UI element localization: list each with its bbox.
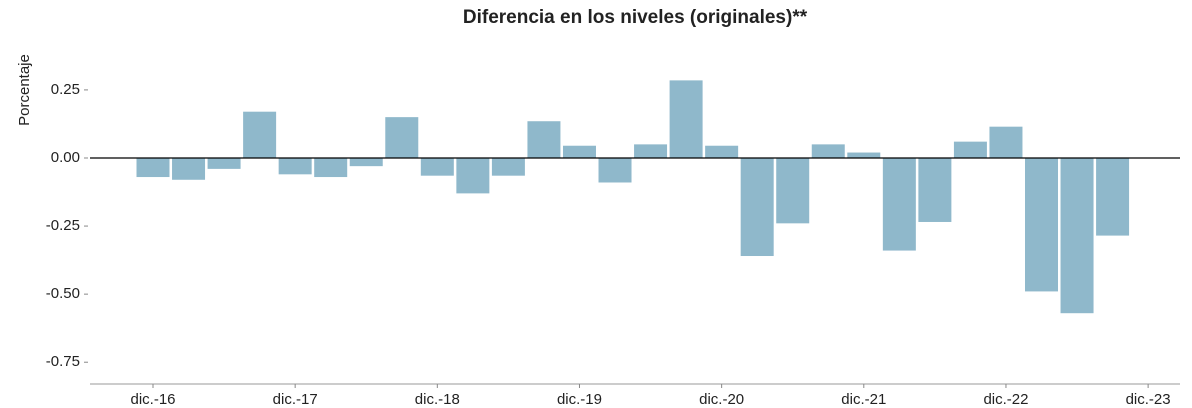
bar bbox=[740, 157, 774, 257]
bar bbox=[1060, 157, 1094, 314]
bar bbox=[776, 157, 810, 224]
bar bbox=[207, 157, 241, 169]
bar bbox=[882, 157, 916, 251]
bar bbox=[811, 144, 845, 158]
y-tick-label: -0.75 bbox=[46, 353, 80, 370]
x-tick-label: dic.-19 bbox=[557, 391, 602, 408]
chart-title: Diferencia en los niveles (originales)** bbox=[463, 7, 808, 28]
bar bbox=[634, 144, 668, 158]
bar bbox=[172, 157, 206, 180]
bar bbox=[456, 157, 490, 194]
bar bbox=[314, 157, 348, 178]
x-tick-label: dic.-16 bbox=[130, 391, 175, 408]
bar bbox=[989, 126, 1023, 158]
bar bbox=[349, 157, 383, 167]
bar bbox=[918, 157, 952, 222]
bar bbox=[562, 145, 596, 158]
bar bbox=[705, 145, 739, 158]
x-tick-label: dic.-20 bbox=[699, 391, 744, 408]
bar bbox=[847, 152, 881, 158]
y-axis-label: Porcentaje bbox=[16, 54, 33, 126]
bar bbox=[1096, 157, 1130, 236]
y-tick-label: -0.25 bbox=[46, 217, 80, 234]
x-tick-label: dic.-18 bbox=[415, 391, 460, 408]
x-tick-label: dic.-17 bbox=[273, 391, 318, 408]
y-tick-label: 0.25 bbox=[51, 81, 80, 98]
bar bbox=[598, 157, 632, 183]
bar bbox=[136, 157, 170, 178]
bar bbox=[420, 157, 454, 176]
bar bbox=[278, 157, 312, 175]
x-tick-label: dic.-22 bbox=[983, 391, 1028, 408]
bar bbox=[491, 157, 525, 176]
bar bbox=[527, 121, 561, 158]
bar bbox=[1025, 157, 1058, 292]
x-tick-label: dic.-23 bbox=[1126, 391, 1171, 408]
bar bbox=[669, 80, 703, 158]
y-tick-label: 0.00 bbox=[51, 149, 80, 166]
bar bbox=[953, 141, 987, 158]
bar bbox=[243, 111, 277, 158]
y-tick-label: -0.50 bbox=[46, 285, 80, 302]
bar bbox=[385, 117, 419, 158]
x-tick-label: dic.-21 bbox=[841, 391, 886, 408]
